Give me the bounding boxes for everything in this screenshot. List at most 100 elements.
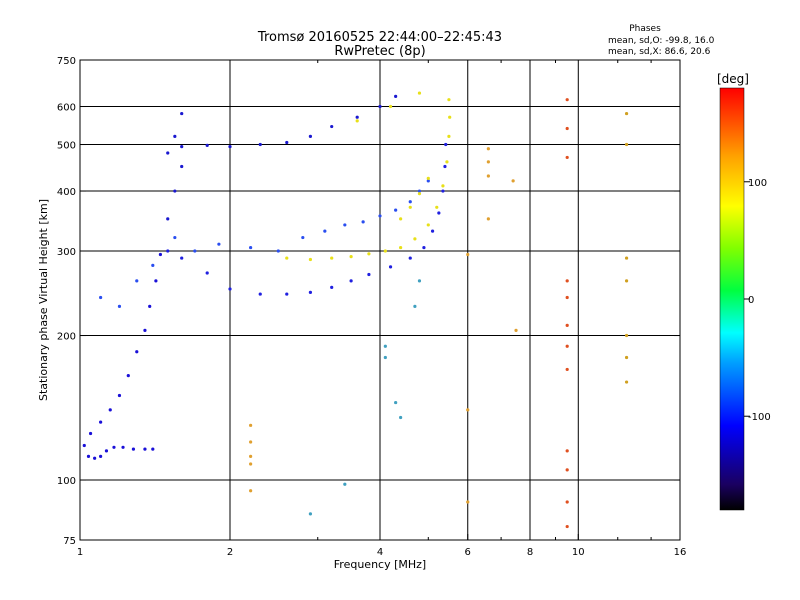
data-point [444, 142, 448, 147]
data-point [441, 184, 445, 188]
data-point [486, 217, 490, 221]
data-point [383, 344, 387, 348]
data-point [148, 304, 152, 309]
data-point [349, 255, 353, 259]
data-point [173, 189, 177, 193]
y-tick-label: 500 [57, 141, 76, 152]
axis-ticks: 1 2 4 6 8 10 16 75 100 200 300 400 500 600 750 [57, 56, 686, 558]
data-point [308, 290, 313, 294]
stats-heading: Phases [629, 24, 661, 34]
data-point [426, 179, 430, 183]
data-point [117, 304, 122, 309]
data-point [445, 160, 449, 164]
data-point [408, 200, 412, 204]
data-point [205, 143, 209, 147]
x-tick-label: 1 [77, 547, 83, 558]
data-point [447, 134, 451, 138]
data-point [249, 489, 253, 493]
colorbar-ticks: 100 0 -100 [744, 178, 771, 423]
data-point [166, 249, 170, 253]
x-tick-label: 2 [227, 547, 233, 558]
data-point [308, 512, 313, 516]
data-point [388, 104, 393, 109]
stats-o-mode: mean, sd,O: -99.8, 16.0 [608, 36, 715, 46]
colorbar-tick-label: 100 [748, 178, 767, 189]
data-point [276, 249, 280, 253]
data-point [249, 440, 253, 444]
data-point [154, 279, 158, 283]
data-point [193, 249, 197, 253]
data-point [121, 445, 125, 449]
data-point [466, 500, 470, 504]
data-point [399, 245, 403, 250]
data-point [104, 449, 109, 453]
data-point [466, 408, 470, 412]
data-point [285, 256, 289, 260]
data-point [117, 393, 122, 398]
data-point [378, 104, 382, 109]
data-point [158, 252, 163, 257]
data-point [361, 220, 365, 224]
data-point [388, 265, 393, 269]
data-point [624, 355, 629, 360]
data-point [422, 245, 426, 250]
data-point [249, 245, 253, 250]
data-point [355, 119, 359, 123]
data-point [437, 211, 441, 215]
data-point [511, 179, 515, 183]
data-point [143, 447, 147, 451]
data-point [565, 524, 569, 529]
y-tick-label: 100 [57, 476, 76, 487]
data-point [413, 237, 417, 241]
data-point [624, 111, 629, 116]
data-point [258, 142, 262, 147]
scatter-points [82, 91, 629, 529]
data-point [217, 242, 221, 246]
data-point [99, 420, 103, 424]
data-point [565, 279, 569, 283]
data-point [565, 367, 569, 372]
data-point [228, 287, 232, 291]
chart-title: Tromsø 20160525 22:44:00–22:45:43 [257, 30, 502, 45]
colorbar-tick-label: -100 [748, 412, 771, 423]
data-point [441, 189, 445, 193]
x-tick-label: 8 [527, 547, 533, 558]
data-point [378, 214, 382, 218]
data-point [173, 235, 177, 240]
data-point [355, 115, 359, 119]
data-point [624, 256, 629, 260]
data-point [413, 304, 417, 309]
data-point [408, 256, 412, 260]
data-point [166, 217, 170, 221]
data-point [143, 328, 147, 332]
data-point [343, 482, 347, 486]
data-point [394, 94, 398, 98]
data-point [135, 279, 139, 283]
data-point [514, 328, 518, 332]
data-point [486, 174, 490, 178]
data-point [151, 263, 155, 267]
data-point [417, 189, 422, 193]
y-tick-label: 200 [57, 332, 76, 343]
x-axis-label: Frequency [MHz] [334, 558, 426, 571]
data-point [180, 164, 184, 169]
data-point [151, 447, 155, 451]
data-point [135, 350, 139, 354]
data-point [323, 229, 327, 233]
data-point [394, 208, 398, 212]
data-point [228, 145, 232, 149]
data-point [430, 229, 435, 233]
colorbar-title: [deg] [717, 72, 749, 86]
data-point [99, 454, 103, 459]
data-point [624, 380, 629, 384]
data-point [565, 449, 569, 453]
data-point [565, 126, 569, 131]
data-point [349, 279, 353, 283]
data-point [466, 252, 470, 257]
data-point [258, 292, 262, 296]
data-point [426, 176, 430, 181]
x-tick-label: 10 [572, 547, 585, 558]
data-point [565, 500, 569, 504]
data-point [486, 147, 490, 151]
y-tick-label: 300 [57, 247, 76, 258]
